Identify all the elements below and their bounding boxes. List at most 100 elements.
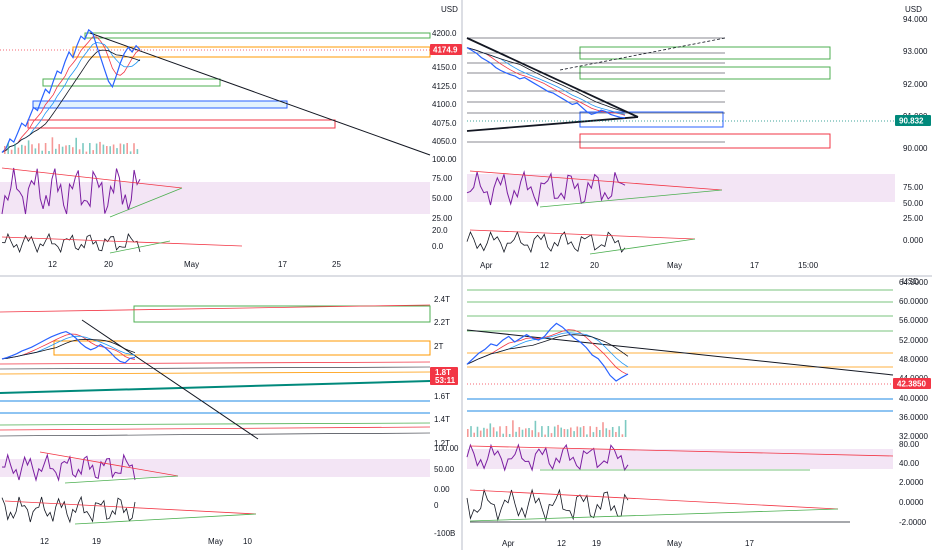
time-axis[interactable]: Apr 12 19 May 17 bbox=[502, 539, 754, 548]
horizontal-levels bbox=[467, 37, 725, 143]
rsi-tick-label: 75.00 bbox=[903, 183, 924, 192]
rsi-series[interactable] bbox=[1, 167, 141, 215]
rsi-axis[interactable]: 100.00 75.00 50.00 25.00 bbox=[432, 155, 457, 223]
price-series[interactable] bbox=[1, 330, 136, 364]
oscillator-axis[interactable]: 0.00 0 -100B bbox=[434, 485, 455, 538]
rsi-trendline[interactable] bbox=[109, 187, 183, 218]
chart-pane-bottom-right[interactable]: USD 64.0000 60.0000 56.0000 52.0000 48.0000 4… bbox=[466, 277, 931, 548]
price-series[interactable] bbox=[1, 28, 141, 153]
trendline-dashed[interactable] bbox=[559, 37, 726, 71]
moving-average-line bbox=[466, 334, 629, 365]
oscillator-trendline[interactable] bbox=[469, 508, 839, 522]
currency-label: USD bbox=[902, 277, 919, 286]
zone-box-orange[interactable] bbox=[72, 46, 431, 58]
price-tick-label: 52.0000 bbox=[899, 336, 928, 345]
oscillator-trendline[interactable] bbox=[1, 236, 243, 247]
price-series[interactable] bbox=[466, 322, 629, 382]
volume-bar bbox=[528, 428, 530, 437]
oscillator-series[interactable] bbox=[466, 488, 629, 522]
price-tick-label: 93.000 bbox=[903, 47, 928, 56]
rsi-trendline[interactable] bbox=[469, 170, 723, 191]
oscillator-trendline[interactable] bbox=[74, 513, 257, 525]
volume-bar bbox=[58, 144, 60, 154]
time-axis[interactable]: 12 19 May 10 bbox=[40, 537, 252, 546]
price-series[interactable] bbox=[466, 47, 626, 119]
volume-bar bbox=[4, 146, 6, 154]
rsi-axis[interactable]: 100.00 50.00 bbox=[434, 444, 459, 474]
price-tick-label: 94.000 bbox=[903, 15, 928, 24]
rsi-trendline[interactable] bbox=[39, 451, 179, 477]
time-axis[interactable]: Apr 12 20 May 17 15:00 bbox=[480, 261, 819, 270]
time-axis[interactable]: 12 20 May 17 25 bbox=[48, 260, 341, 269]
volume-bar bbox=[592, 432, 595, 437]
rsi-trendline[interactable] bbox=[64, 475, 179, 484]
volume-bar bbox=[72, 147, 74, 154]
volume-bar bbox=[51, 137, 54, 154]
moving-averages bbox=[466, 329, 629, 376]
volume-bar bbox=[17, 147, 20, 154]
zone-box-green[interactable] bbox=[84, 32, 431, 39]
rsi-tick-label: 50.00 bbox=[434, 465, 455, 474]
rsi-series[interactable] bbox=[466, 443, 629, 472]
oscillator-series[interactable] bbox=[1, 495, 136, 524]
price-axis[interactable]: 2.4T 2.2T 2T 1.6T 1.4T 1.2T bbox=[434, 295, 450, 448]
zone-box-blue[interactable] bbox=[579, 111, 724, 128]
rsi-tick-label: 80.00 bbox=[899, 440, 920, 449]
zone-box-red[interactable] bbox=[27, 119, 336, 129]
oscillator-trendline[interactable] bbox=[469, 229, 696, 240]
zone-box-red[interactable] bbox=[579, 133, 831, 149]
volume-bar bbox=[611, 427, 614, 437]
rsi-axis[interactable]: 80.00 40.00 bbox=[899, 440, 920, 468]
trendline[interactable] bbox=[466, 329, 894, 376]
zone-box-blue[interactable] bbox=[32, 100, 288, 109]
volume-bar bbox=[112, 144, 115, 154]
volume-bar bbox=[126, 143, 128, 154]
trendline[interactable] bbox=[89, 32, 431, 156]
volume-bar bbox=[10, 149, 13, 154]
volume-bar bbox=[44, 143, 47, 154]
rsi-axis[interactable]: 75.00 50.00 25.00 bbox=[903, 183, 924, 223]
trendline[interactable] bbox=[466, 37, 639, 118]
chart-pane-top-left[interactable]: USD 4200.04175.04150.04125.04100.04075.0… bbox=[0, 5, 462, 269]
zone-box-green[interactable] bbox=[42, 78, 221, 87]
rsi-trendline[interactable] bbox=[539, 189, 723, 208]
trend-level-teal[interactable] bbox=[0, 380, 431, 394]
oscillator-axis[interactable]: 2.0000 0.0000 -2.0000 bbox=[899, 478, 927, 527]
oscillator-trendline[interactable] bbox=[589, 238, 696, 255]
trendline[interactable] bbox=[466, 116, 639, 132]
price-tick-label: 36.0000 bbox=[899, 413, 928, 422]
volume-bar bbox=[99, 141, 101, 154]
volume-bar bbox=[518, 427, 521, 437]
oscillator-series[interactable] bbox=[466, 230, 626, 254]
rsi-trendline[interactable] bbox=[469, 445, 894, 457]
volume-bar bbox=[14, 143, 16, 154]
osc-tick-label: -100B bbox=[434, 529, 455, 538]
osc-tick-label: 0.00 bbox=[434, 485, 450, 494]
volume-bar bbox=[21, 144, 23, 154]
volume-bar bbox=[92, 150, 94, 154]
time-tick-label: 12 bbox=[40, 537, 49, 546]
volume-bar bbox=[82, 143, 84, 154]
oscillator-trendline[interactable] bbox=[109, 240, 171, 254]
oscillator-trendline[interactable] bbox=[469, 489, 839, 510]
price-tick-label: 4125.0 bbox=[432, 82, 457, 91]
volume-bar bbox=[34, 148, 37, 154]
rsi-tick-label: 100.00 bbox=[434, 444, 459, 453]
oscillator-axis[interactable]: 20.0 0.0 bbox=[432, 226, 448, 251]
trendline[interactable] bbox=[81, 319, 259, 440]
price-tag-label: 90.832 bbox=[899, 117, 924, 126]
rsi-series[interactable] bbox=[466, 170, 626, 207]
oscillator-trendline[interactable] bbox=[4, 500, 257, 515]
horizontal-levels bbox=[0, 304, 431, 437]
oscillator-series[interactable] bbox=[1, 232, 141, 254]
rsi-trendline[interactable] bbox=[1, 167, 183, 189]
volume-bar bbox=[502, 433, 504, 437]
rsi-series[interactable] bbox=[1, 453, 136, 482]
price-tick-label: 92.000 bbox=[903, 80, 928, 89]
oscillator-axis[interactable]: 0.000 bbox=[903, 236, 924, 245]
zone-box-green[interactable] bbox=[133, 305, 431, 323]
price-axis[interactable]: 64.000060.000056.000052.000048.000044.00… bbox=[899, 278, 928, 441]
